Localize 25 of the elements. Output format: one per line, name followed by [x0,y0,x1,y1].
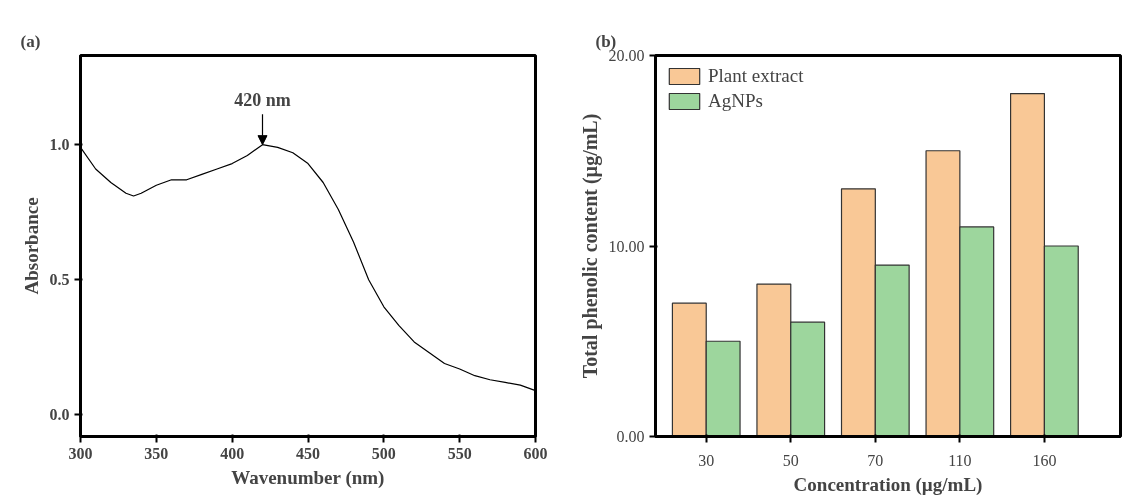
x-tick-label: 350 [144,444,169,462]
y-axis-title: Total phenolic content (µg/mL) [578,113,602,379]
y-tick-label: 1.0 [49,136,70,154]
x-tick-label: 400 [220,444,245,462]
x-axis-title: Concentration (µg/mL) [793,473,983,496]
annotation: 420 nm [234,90,291,111]
x-axis-title: Wavenumber (nm) [231,466,385,489]
y-tick-label: 0.5 [49,271,70,289]
y-tick-label: 0.00 [616,428,645,445]
legend-label: AgNPs [708,90,763,112]
x-tick-label: 500 [371,444,396,462]
x-tick-label: 30 [698,451,715,469]
x-tick-label: 70 [867,451,884,469]
x-tick-label: 110 [948,451,972,469]
y-axis-title: Absorbance [20,197,42,295]
x-tick-label: 550 [447,444,472,462]
y-tick-label: 0.0 [49,406,70,424]
chart-title: (a) [20,31,41,51]
x-tick-label: 160 [1032,451,1057,469]
legend-label: Plant extract [708,65,804,87]
x-tick-label: 450 [296,444,320,462]
y-tick-label: 10.00 [608,237,645,255]
x-tick-label: 300 [68,444,93,462]
x-tick-label: 600 [523,444,548,462]
x-tick-label: 50 [782,451,799,469]
